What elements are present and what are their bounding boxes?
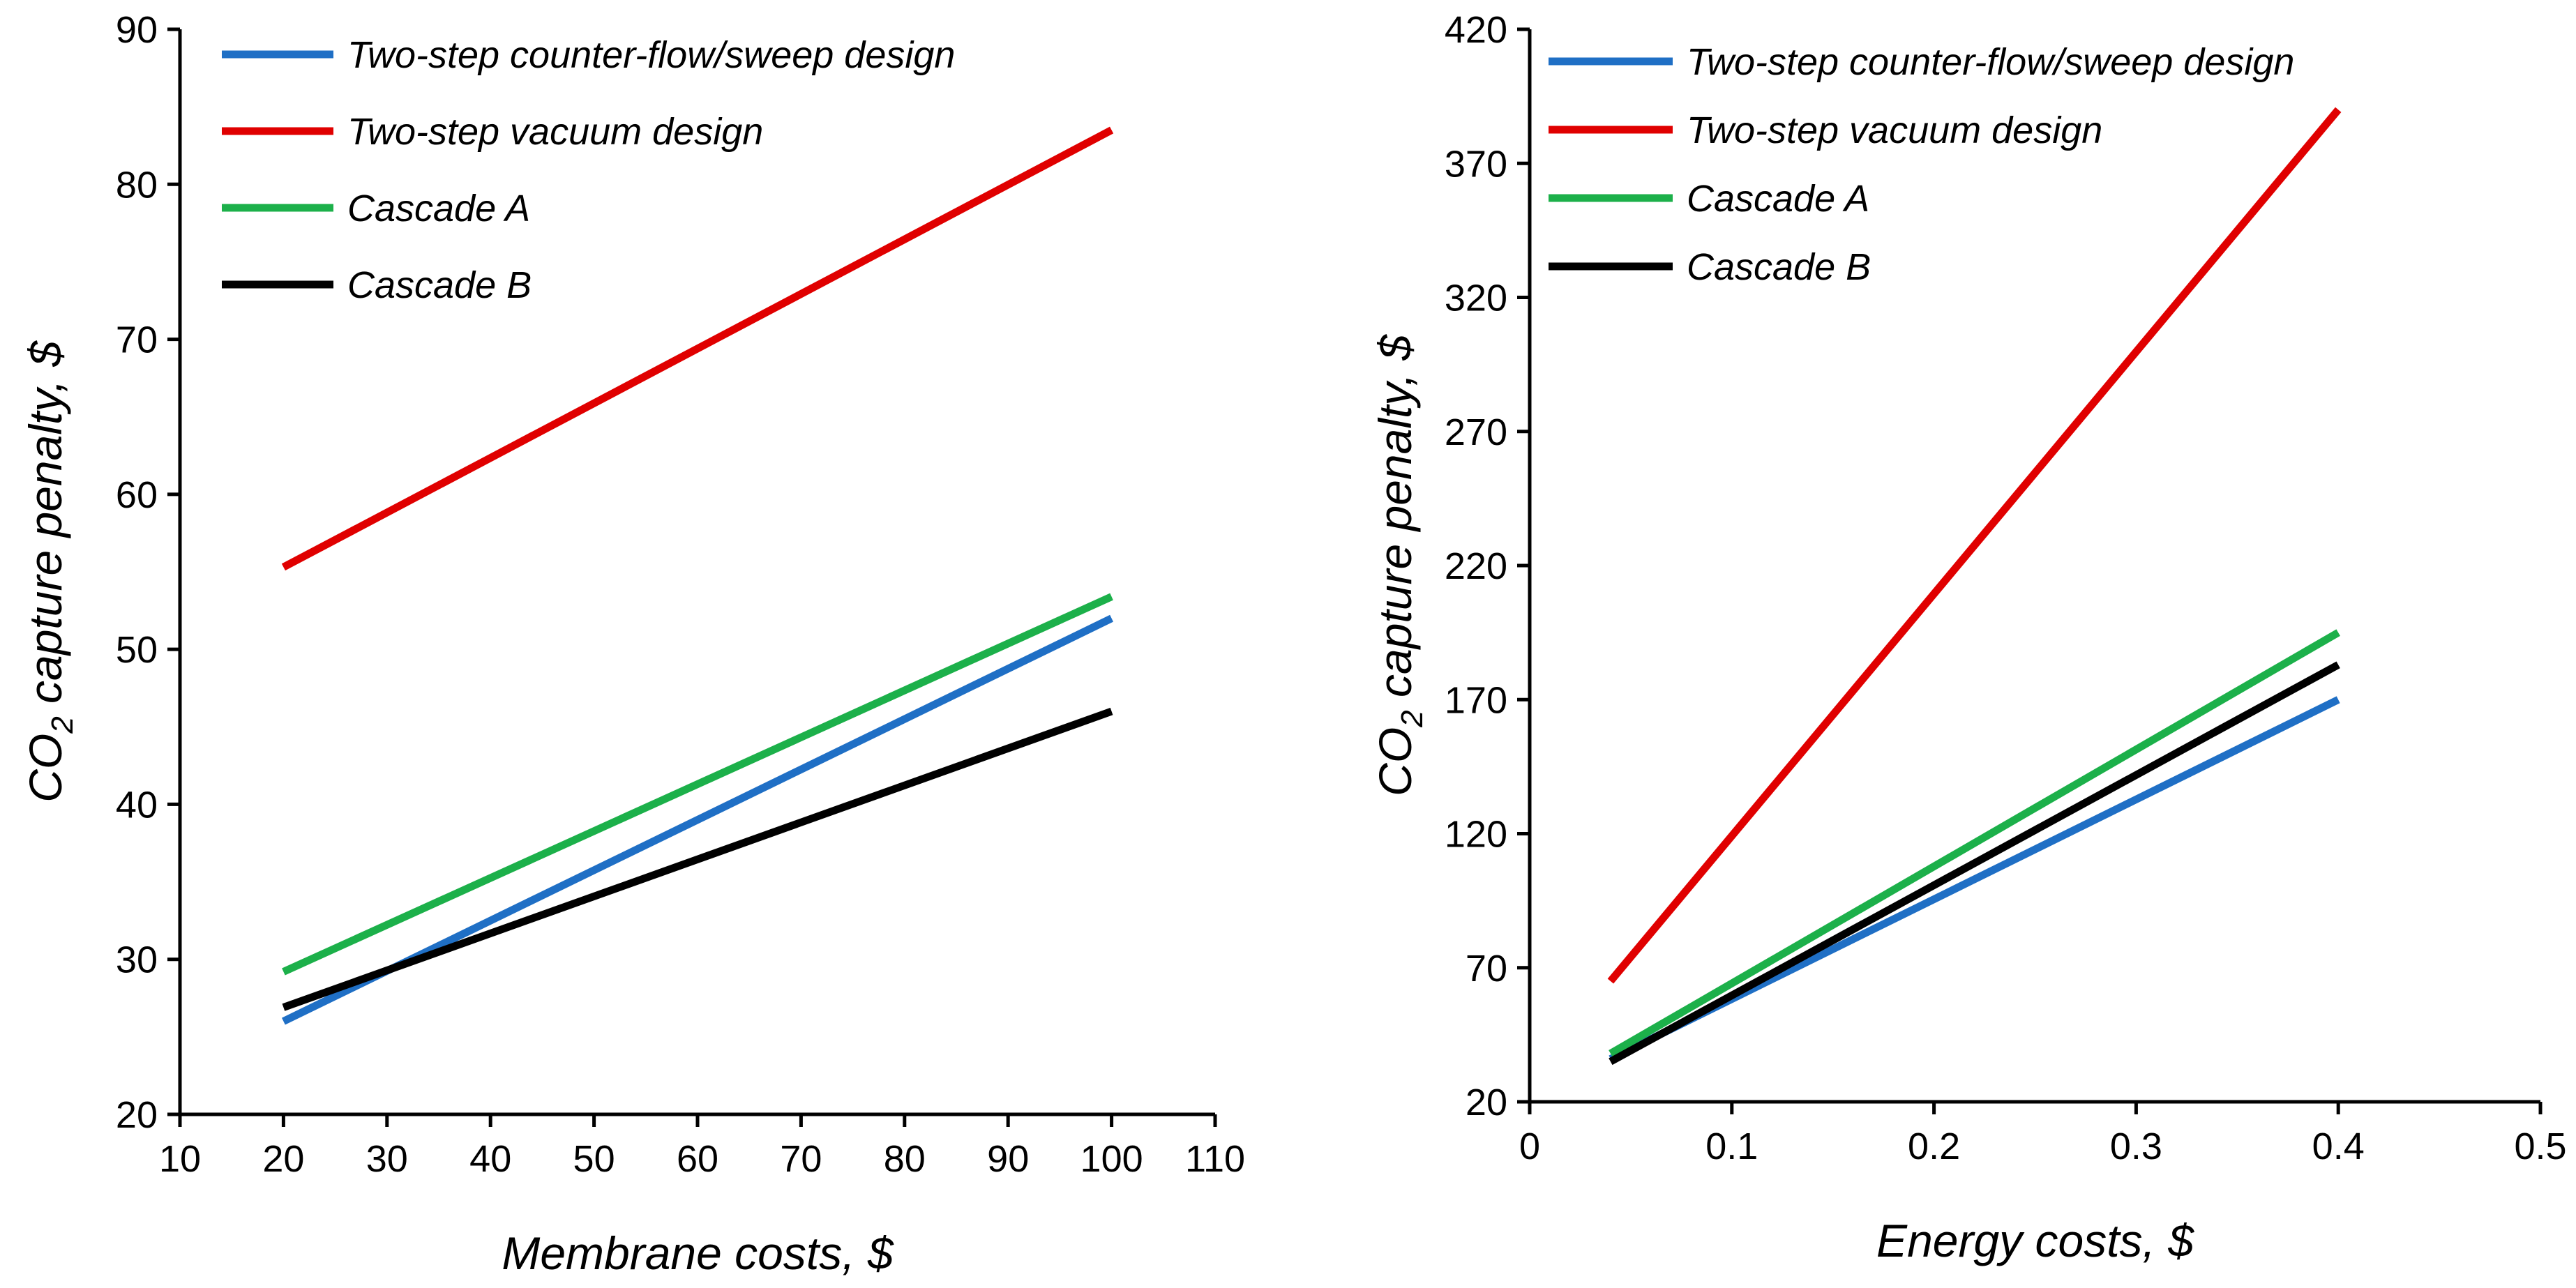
chart-1-y-tick-label: 170 [1445,679,1507,721]
chart-0-legend-label-3: Cascade A [347,188,530,229]
chart-1-y-tick-label: 370 [1445,143,1507,185]
chart-1-x-tick-label: 0.5 [2514,1126,2566,1167]
chart-0-x-tick-label: 50 [573,1138,615,1180]
chart-0-series-line-4 [282,707,1113,1011]
chart-1-series-line-4 [1609,661,2340,1066]
chart-0-x-tick-label: 20 [262,1138,304,1180]
chart-0-y-tick-label: 30 [116,939,158,981]
chart-0-y-tick-label: 80 [116,164,158,206]
chart-1-legend-label-2: Two-step vacuum design [1687,109,2102,151]
chart-1-series-line-2 [1607,107,2342,984]
chart-1-x-tick-label: 0.3 [2110,1126,2162,1167]
chart-1-legend-label-4: Cascade B [1687,246,1871,288]
chart-1-y-tick-label: 120 [1445,814,1507,856]
chart-0-x-tick-label: 60 [677,1138,718,1180]
chart-1-legend-label-3: Cascade A [1687,178,1869,220]
chart-0-y-axis-title: CO2 capture penalty, $ [20,340,80,803]
chart-1-legend-label-1: Two-step counter-flow/sweep design [1687,41,2294,83]
chart-1-y-tick-label: 70 [1466,948,1507,990]
chart-0-x-tick-label: 110 [1185,1138,1245,1180]
chart-0-y-tick-label: 20 [116,1094,158,1136]
chart-0-x-tick-label: 10 [159,1138,201,1180]
chart-0-legend-label-2: Two-step vacuum design [347,111,763,153]
chart-1-y-tick-label: 20 [1466,1082,1507,1123]
chart-0-y-tick-label: 60 [116,474,158,516]
chart-0-x-tick-label: 100 [1080,1138,1143,1180]
chart-1-y-tick-label: 270 [1445,411,1507,453]
chart-1-y-tick-label: 320 [1445,278,1507,319]
chart-1-y-axis-title: CO2 capture penalty, $ [1369,334,1429,796]
chart-1-x-tick-label: 0.2 [1908,1126,1960,1167]
chart-0-x-tick-label: 40 [469,1138,511,1180]
chart-0-x-axis-title: Membrane costs, $ [502,1227,894,1279]
chart-0-x-tick-label: 30 [366,1138,408,1180]
chart-0-legend-label-4: Cascade B [347,264,532,306]
chart-1-y-tick-label: 420 [1445,9,1507,51]
energy-cost-chart: 20 70 120 170 220 270 320 370 420 0 0.1 0.2 0.3 0.4 0.… [1369,9,2567,1266]
chart-0-legend-label-1: Two-step counter-flow/sweep design [347,34,955,76]
chart-1-x-tick-label: 0.4 [2312,1126,2365,1167]
chart-0-y-tick-label: 50 [116,629,158,671]
chart-0-series-line-2 [281,126,1114,571]
chart-0-x-tick-label: 80 [884,1138,926,1180]
chart-0-y-tick-label: 70 [116,319,158,361]
chart-0-series-line-3 [282,593,1113,976]
chart-1-x-tick-label: 0.1 [1705,1126,1758,1167]
chart-0-x-tick-label: 70 [780,1138,822,1180]
chart-0-y-tick-label: 90 [116,9,158,51]
chart-1-x-axis-title: Energy costs, $ [1876,1215,2194,1266]
chart-0-x-tick-label: 90 [987,1138,1029,1180]
chart-0-y-tick-label: 40 [116,784,158,826]
chart-1-series-line-3 [1609,629,2340,1057]
chart-1-y-tick-label: 220 [1445,545,1507,587]
chart-1-x-tick-label: 0 [1519,1126,1540,1167]
